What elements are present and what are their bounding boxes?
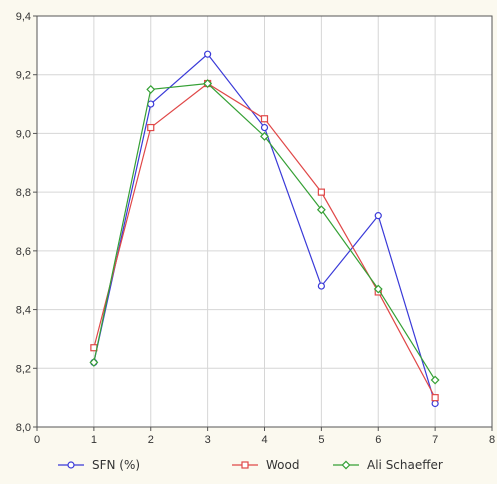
series-ali-schaeffer	[89, 79, 440, 385]
data-point-ali-schaeffer	[373, 284, 383, 294]
y-tick-label: 9,4	[16, 11, 31, 23]
series-layer	[89, 50, 440, 408]
data-point-wood	[317, 188, 325, 196]
grid-layer	[37, 16, 492, 427]
y-tick-label: 8,8	[16, 187, 31, 199]
x-tick-label: 5	[318, 434, 324, 446]
legend-swatch-marker	[67, 461, 75, 469]
data-point-wood	[147, 123, 155, 132]
legend-item-ali-schaeffer: Ali Schaeffer	[333, 458, 443, 472]
data-point-wood	[260, 115, 269, 123]
data-point-sfn	[260, 123, 269, 132]
legend-label: Ali Schaeffer	[367, 458, 443, 472]
x-tick-label: 1	[91, 434, 97, 446]
legend-label: Wood	[266, 458, 299, 472]
y-tick-label: 9,0	[16, 128, 31, 140]
data-point-sfn	[317, 282, 325, 290]
x-tick-label: 4	[261, 434, 267, 446]
data-point-sfn	[431, 399, 439, 408]
series-sfn	[90, 50, 439, 408]
x-tick-label: 8	[489, 434, 495, 446]
x-tick-label: 7	[432, 434, 438, 446]
x-tick-label: 3	[205, 434, 211, 446]
y-tick-label: 8,2	[16, 363, 31, 375]
x-tick-label: 0	[34, 434, 40, 446]
legend-label: SFN (%)	[92, 458, 140, 472]
data-point-ali-schaeffer	[146, 84, 156, 94]
y-tick-label: 8,6	[16, 246, 31, 258]
data-point-ali-schaeffer	[89, 357, 99, 367]
data-point-ali-schaeffer	[316, 205, 326, 215]
legend: SFN (%) Wood Ali Schaeffer	[58, 458, 443, 472]
data-point-sfn	[204, 50, 212, 58]
y-tick-label: 9,2	[16, 70, 31, 82]
x-tick-label: 2	[148, 434, 154, 446]
legend-item-sfn: SFN (%)	[58, 458, 140, 472]
legend-swatch-marker	[341, 460, 351, 470]
data-point-ali-schaeffer	[203, 79, 213, 88]
y-tick-label: 8,4	[16, 305, 31, 317]
legend-item-wood: Wood	[232, 458, 299, 472]
legend-swatch-marker	[241, 461, 249, 469]
y-tick-label: 8,0	[16, 422, 31, 434]
data-point-wood	[431, 394, 439, 402]
data-point-ali-schaeffer	[260, 131, 269, 141]
axis-layer: 0 1 2 3 4 5 6 7 8 8,0 8,2 8,4 8,6 8,8 9,0 9,2 9,4	[16, 11, 495, 446]
data-point-ali-schaeffer	[430, 375, 440, 385]
x-tick-label: 6	[375, 434, 381, 446]
data-point-sfn	[374, 212, 382, 220]
